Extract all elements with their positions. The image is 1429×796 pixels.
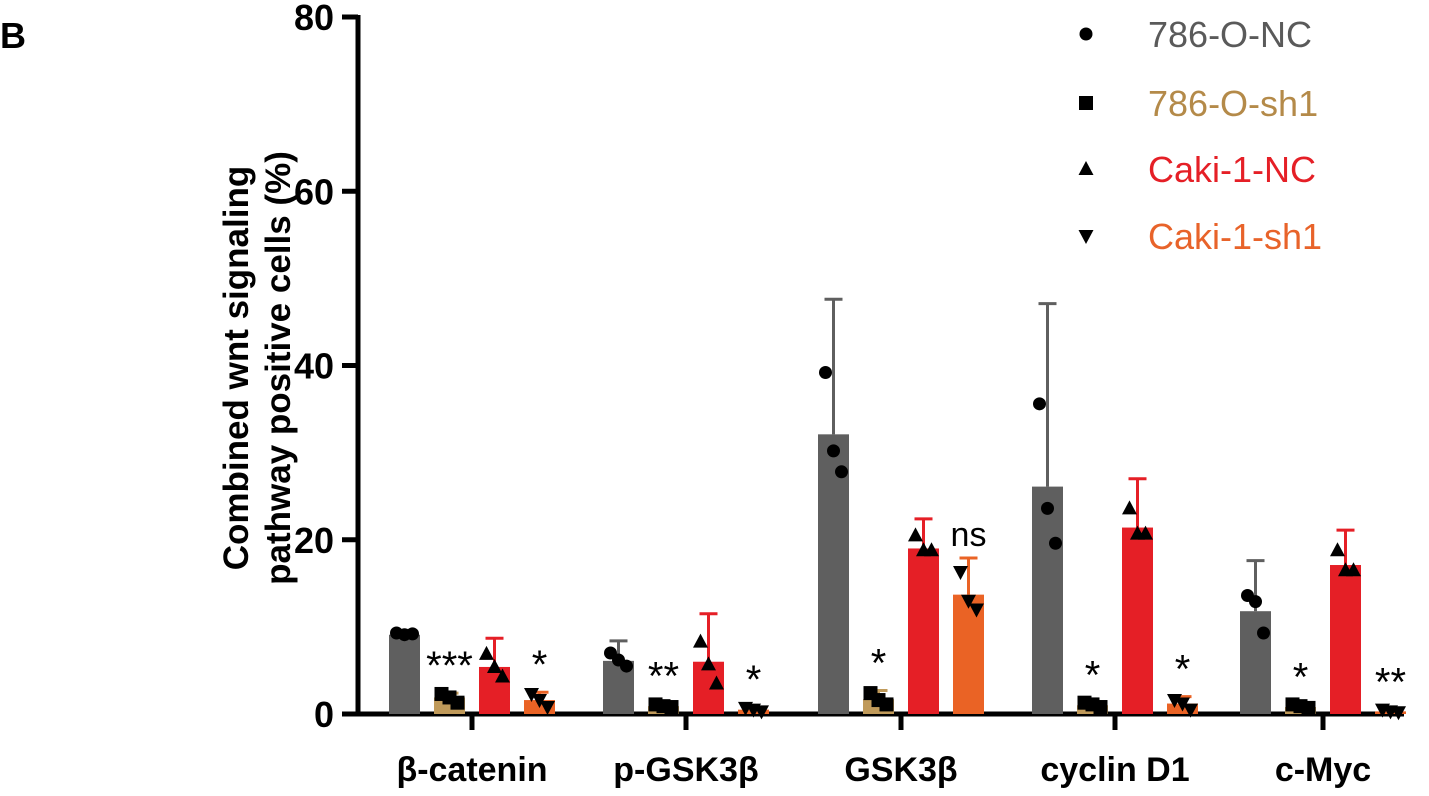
data-point-group [390, 365, 1406, 721]
bar [389, 634, 420, 714]
data-point [701, 656, 716, 671]
significance-label: * [1293, 655, 1309, 699]
data-point [1346, 562, 1361, 577]
bar [953, 594, 984, 714]
data-point [754, 705, 769, 720]
data-point [495, 668, 510, 683]
data-point [524, 687, 539, 702]
data-point [479, 645, 494, 660]
legend: 786-O-NC 786-O-sh1 Caki-1-NC Caki-1-sh1 [1078, 14, 1322, 257]
data-point [1093, 700, 1108, 715]
data-point [908, 527, 923, 542]
data-point [1078, 230, 1094, 244]
x-tick-label: cyclin D1 [1040, 751, 1189, 789]
significance-label: * [871, 641, 887, 685]
x-tick-label: GSK3β [844, 751, 957, 789]
data-point [1391, 706, 1406, 721]
data-point [1175, 697, 1190, 712]
bar [1122, 527, 1153, 714]
bar [818, 434, 849, 714]
legend-item: 786-O-NC [1079, 14, 1312, 55]
legend-label: Caki-1-NC [1148, 149, 1316, 190]
legend-item: Caki-1-sh1 [1078, 216, 1322, 257]
data-point [709, 675, 724, 690]
significance-label: ** [1375, 661, 1406, 705]
panel-label: B [0, 15, 26, 56]
data-point [1049, 536, 1062, 550]
data-point [1122, 500, 1137, 515]
data-point [1249, 595, 1262, 609]
data-point [1041, 501, 1054, 515]
y-axis-title-line-1: Combined wnt signaling [217, 166, 256, 570]
data-point [819, 365, 832, 379]
data-point [969, 603, 984, 618]
data-point [1033, 397, 1046, 411]
data-point [487, 658, 502, 673]
significance-label: * [1175, 648, 1191, 692]
data-point [924, 542, 939, 557]
y-axis-title: Combined wnt signaling pathway positive … [217, 151, 298, 585]
data-point [664, 700, 679, 715]
data-point [693, 633, 708, 648]
x-tick-label: β-catenin [396, 751, 547, 789]
data-point [953, 565, 968, 580]
bar [908, 548, 939, 714]
significance-label: *** [426, 644, 473, 688]
y-tick-label: 60 [294, 171, 334, 212]
bar [1240, 611, 1271, 714]
y-tick-label: 20 [294, 520, 334, 561]
significance-label: * [746, 658, 762, 702]
data-point [1301, 700, 1316, 715]
significance-label: ns [951, 516, 987, 554]
y-axis: 0 20 40 60 80 [294, 0, 361, 735]
x-axis: β-catenin p-GSK3β GSK3β cyclin D1 c-Myc [356, 711, 1404, 789]
y-tick-label: 80 [294, 0, 334, 38]
data-point [1138, 525, 1153, 540]
legend-label: Caki-1-sh1 [1148, 216, 1322, 257]
significance-label: * [1085, 654, 1101, 698]
significance-label: * [532, 643, 548, 687]
data-point [879, 697, 894, 712]
data-point [406, 627, 419, 641]
data-point [620, 659, 633, 673]
legend-item: Caki-1-NC [1078, 149, 1316, 190]
data-point [1257, 626, 1270, 640]
data-point [1079, 96, 1093, 110]
x-tick-label: c-Myc [1275, 751, 1371, 789]
legend-item: 786-O-sh1 [1079, 83, 1318, 124]
bar [1330, 565, 1361, 714]
significance-label: ** [648, 655, 679, 699]
bar-group [389, 434, 1406, 714]
y-tick-label: 40 [294, 346, 334, 387]
data-point [1079, 27, 1093, 41]
legend-label: 786-O-NC [1148, 14, 1312, 55]
data-point [827, 444, 840, 458]
data-point [532, 694, 547, 709]
y-axis-title-line-2: pathway positive cells (%) [259, 151, 298, 585]
data-point [450, 695, 465, 710]
data-point [835, 465, 848, 479]
data-point [1330, 542, 1345, 557]
data-point [961, 594, 976, 609]
significance-label-group: *** ** * * ** *ns* ** [426, 516, 1406, 705]
x-tick-label: p-GSK3β [613, 751, 758, 789]
y-tick-label: 0 [314, 694, 334, 735]
bar [1032, 486, 1063, 714]
data-point [1183, 703, 1198, 718]
legend-label: 786-O-sh1 [1148, 83, 1318, 124]
data-point [540, 701, 555, 716]
data-point [1078, 161, 1094, 175]
